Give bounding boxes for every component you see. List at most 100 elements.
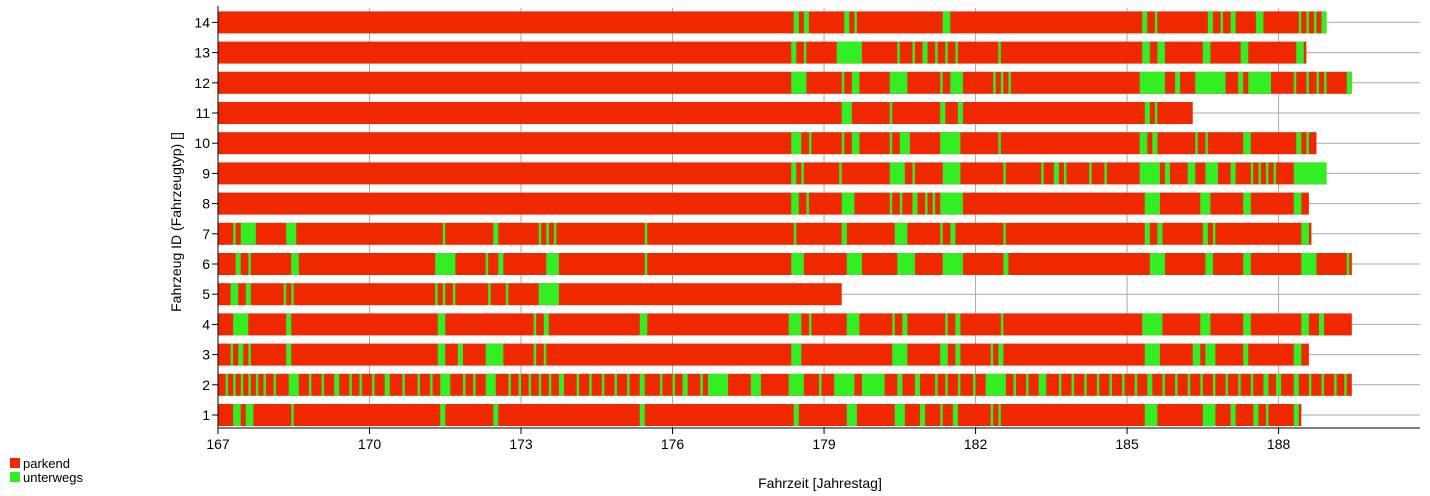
y-axis-title: Fahrzeug ID (Fahrzeugtyp) [] bbox=[168, 132, 184, 312]
y-tick-label: 3 bbox=[202, 347, 210, 363]
unterwegs-segment-vehicle-3 bbox=[791, 343, 802, 366]
unterwegs-segment-vehicle-11 bbox=[1144, 102, 1150, 124]
unterwegs-segment-vehicle-2 bbox=[334, 373, 340, 396]
parkend-bar-vehicle-12 bbox=[218, 71, 1352, 94]
unterwegs-segment-vehicle-5 bbox=[283, 283, 287, 306]
unterwegs-segment-vehicle-10 bbox=[889, 132, 893, 155]
unterwegs-segment-vehicle-8 bbox=[899, 192, 903, 215]
unterwegs-segment-vehicle-5 bbox=[291, 283, 294, 306]
parkend-bar-vehicle-2 bbox=[218, 373, 1352, 396]
unterwegs-segment-vehicle-14 bbox=[1306, 11, 1309, 34]
unterwegs-segment-vehicle-2 bbox=[707, 373, 729, 396]
unterwegs-segment-vehicle-13 bbox=[791, 41, 797, 64]
parkend-bar-vehicle-9 bbox=[218, 162, 1327, 185]
unterwegs-segment-vehicle-2 bbox=[518, 373, 522, 396]
legend-label-unterwegs: unterwegs bbox=[23, 469, 83, 485]
unterwegs-segment-vehicle-2 bbox=[861, 373, 885, 396]
legend-swatch-unterwegs bbox=[10, 472, 20, 482]
y-tick-label: 11 bbox=[195, 105, 210, 121]
unterwegs-segment-vehicle-5 bbox=[538, 283, 559, 306]
y-tick-label: 6 bbox=[202, 256, 210, 272]
unterwegs-segment-vehicle-9 bbox=[1041, 162, 1044, 185]
unterwegs-segment-vehicle-12 bbox=[1195, 71, 1226, 94]
unterwegs-segment-vehicle-10 bbox=[841, 132, 845, 155]
unterwegs-segment-vehicle-14 bbox=[793, 11, 799, 34]
unterwegs-segment-vehicle-6 bbox=[1149, 253, 1165, 275]
x-tick-label: 188 bbox=[1267, 436, 1291, 452]
unterwegs-segment-vehicle-3 bbox=[1293, 343, 1302, 366]
unterwegs-segment-vehicle-1 bbox=[639, 404, 645, 426]
unterwegs-segment-vehicle-8 bbox=[1200, 192, 1211, 215]
unterwegs-segment-vehicle-10 bbox=[1195, 132, 1198, 155]
unterwegs-segment-vehicle-2 bbox=[308, 373, 312, 396]
unterwegs-segment-vehicle-12 bbox=[1346, 71, 1352, 94]
unterwegs-segment-vehicle-2 bbox=[627, 373, 630, 396]
unterwegs-segment-vehicle-6 bbox=[235, 253, 241, 275]
unterwegs-segment-vehicle-5 bbox=[245, 283, 251, 306]
unterwegs-segment-vehicle-2 bbox=[430, 373, 433, 396]
unterwegs-segment-vehicle-4 bbox=[902, 313, 908, 336]
unterwegs-segment-vehicle-2 bbox=[576, 373, 580, 396]
unterwegs-segment-vehicle-9 bbox=[1003, 162, 1006, 185]
unterwegs-segment-vehicle-2 bbox=[349, 373, 352, 396]
unterwegs-segment-vehicle-12 bbox=[1139, 71, 1165, 94]
y-tick-label: 9 bbox=[202, 165, 210, 181]
unterwegs-segment-vehicle-3 bbox=[238, 343, 244, 366]
unterwegs-segment-vehicle-2 bbox=[440, 373, 451, 396]
unterwegs-segment-vehicle-14 bbox=[844, 11, 850, 34]
unterwegs-segment-vehicle-8 bbox=[1243, 192, 1251, 215]
unterwegs-segment-vehicle-14 bbox=[803, 11, 809, 34]
unterwegs-segment-vehicle-6 bbox=[546, 253, 559, 275]
unterwegs-segment-vehicle-2 bbox=[1147, 373, 1153, 396]
unterwegs-segment-vehicle-3 bbox=[1144, 343, 1160, 366]
unterwegs-segment-vehicle-2 bbox=[1038, 373, 1047, 396]
unterwegs-segment-vehicle-4 bbox=[639, 313, 648, 336]
unterwegs-segment-vehicle-7 bbox=[950, 222, 956, 245]
unterwegs-segment-vehicle-7 bbox=[240, 222, 256, 245]
unterwegs-segment-vehicle-1 bbox=[1265, 404, 1269, 426]
x-tick-label: 167 bbox=[206, 436, 230, 452]
y-tick-label: 4 bbox=[202, 316, 210, 332]
unterwegs-segment-vehicle-2 bbox=[945, 373, 948, 396]
unterwegs-segment-vehicle-10 bbox=[940, 132, 961, 155]
unterwegs-segment-vehicle-12 bbox=[1316, 71, 1319, 94]
unterwegs-segment-vehicle-11 bbox=[1154, 102, 1158, 124]
x-axis-title: Fahrzeit [Jahrestag] bbox=[758, 475, 882, 491]
unterwegs-segment-vehicle-2 bbox=[834, 373, 855, 396]
unterwegs-segment-vehicle-2 bbox=[601, 373, 605, 396]
unterwegs-segment-vehicle-6 bbox=[1243, 253, 1251, 275]
unterwegs-segment-vehicle-7 bbox=[894, 222, 908, 245]
unterwegs-segment-vehicle-2 bbox=[1200, 373, 1203, 396]
unterwegs-segment-vehicle-3 bbox=[437, 343, 446, 366]
unterwegs-segment-vehicle-4 bbox=[955, 313, 961, 336]
unterwegs-segment-vehicle-1 bbox=[952, 404, 958, 426]
unterwegs-segment-vehicle-9 bbox=[1187, 162, 1196, 185]
unterwegs-segment-vehicle-10 bbox=[899, 132, 910, 155]
unterwegs-segment-vehicle-11 bbox=[889, 102, 893, 124]
x-tick-label: 182 bbox=[964, 436, 988, 452]
unterwegs-segment-vehicle-2 bbox=[819, 373, 822, 396]
unterwegs-segment-vehicle-9 bbox=[839, 162, 842, 185]
unterwegs-segment-vehicle-7 bbox=[1212, 222, 1216, 245]
unterwegs-segment-vehicle-1 bbox=[793, 404, 799, 426]
unterwegs-segment-vehicle-2 bbox=[1212, 373, 1216, 396]
unterwegs-segment-vehicle-7 bbox=[1003, 222, 1006, 245]
unterwegs-segment-vehicle-14 bbox=[1154, 11, 1158, 34]
parkend-bar-vehicle-7 bbox=[218, 222, 1312, 245]
unterwegs-segment-vehicle-1 bbox=[233, 404, 241, 426]
unterwegs-segment-vehicle-2 bbox=[957, 373, 961, 396]
unterwegs-segment-vehicle-6 bbox=[897, 253, 915, 275]
unterwegs-segment-vehicle-8 bbox=[791, 192, 799, 215]
unterwegs-segment-vehicle-2 bbox=[682, 373, 688, 396]
unterwegs-segment-vehicle-10 bbox=[1243, 132, 1251, 155]
unterwegs-segment-vehicle-4 bbox=[1318, 313, 1325, 336]
unterwegs-segment-vehicle-7 bbox=[553, 222, 557, 245]
unterwegs-segment-vehicle-7 bbox=[493, 222, 499, 245]
unterwegs-segment-vehicle-4 bbox=[1243, 313, 1251, 336]
unterwegs-segment-vehicle-2 bbox=[417, 373, 421, 396]
unterwegs-segment-vehicle-3 bbox=[990, 343, 994, 366]
unterwegs-segment-vehicle-1 bbox=[920, 404, 926, 426]
unterwegs-segment-vehicle-12 bbox=[1175, 71, 1181, 94]
unterwegs-segment-vehicle-6 bbox=[498, 253, 504, 275]
unterwegs-segment-vehicle-6 bbox=[1205, 253, 1213, 275]
